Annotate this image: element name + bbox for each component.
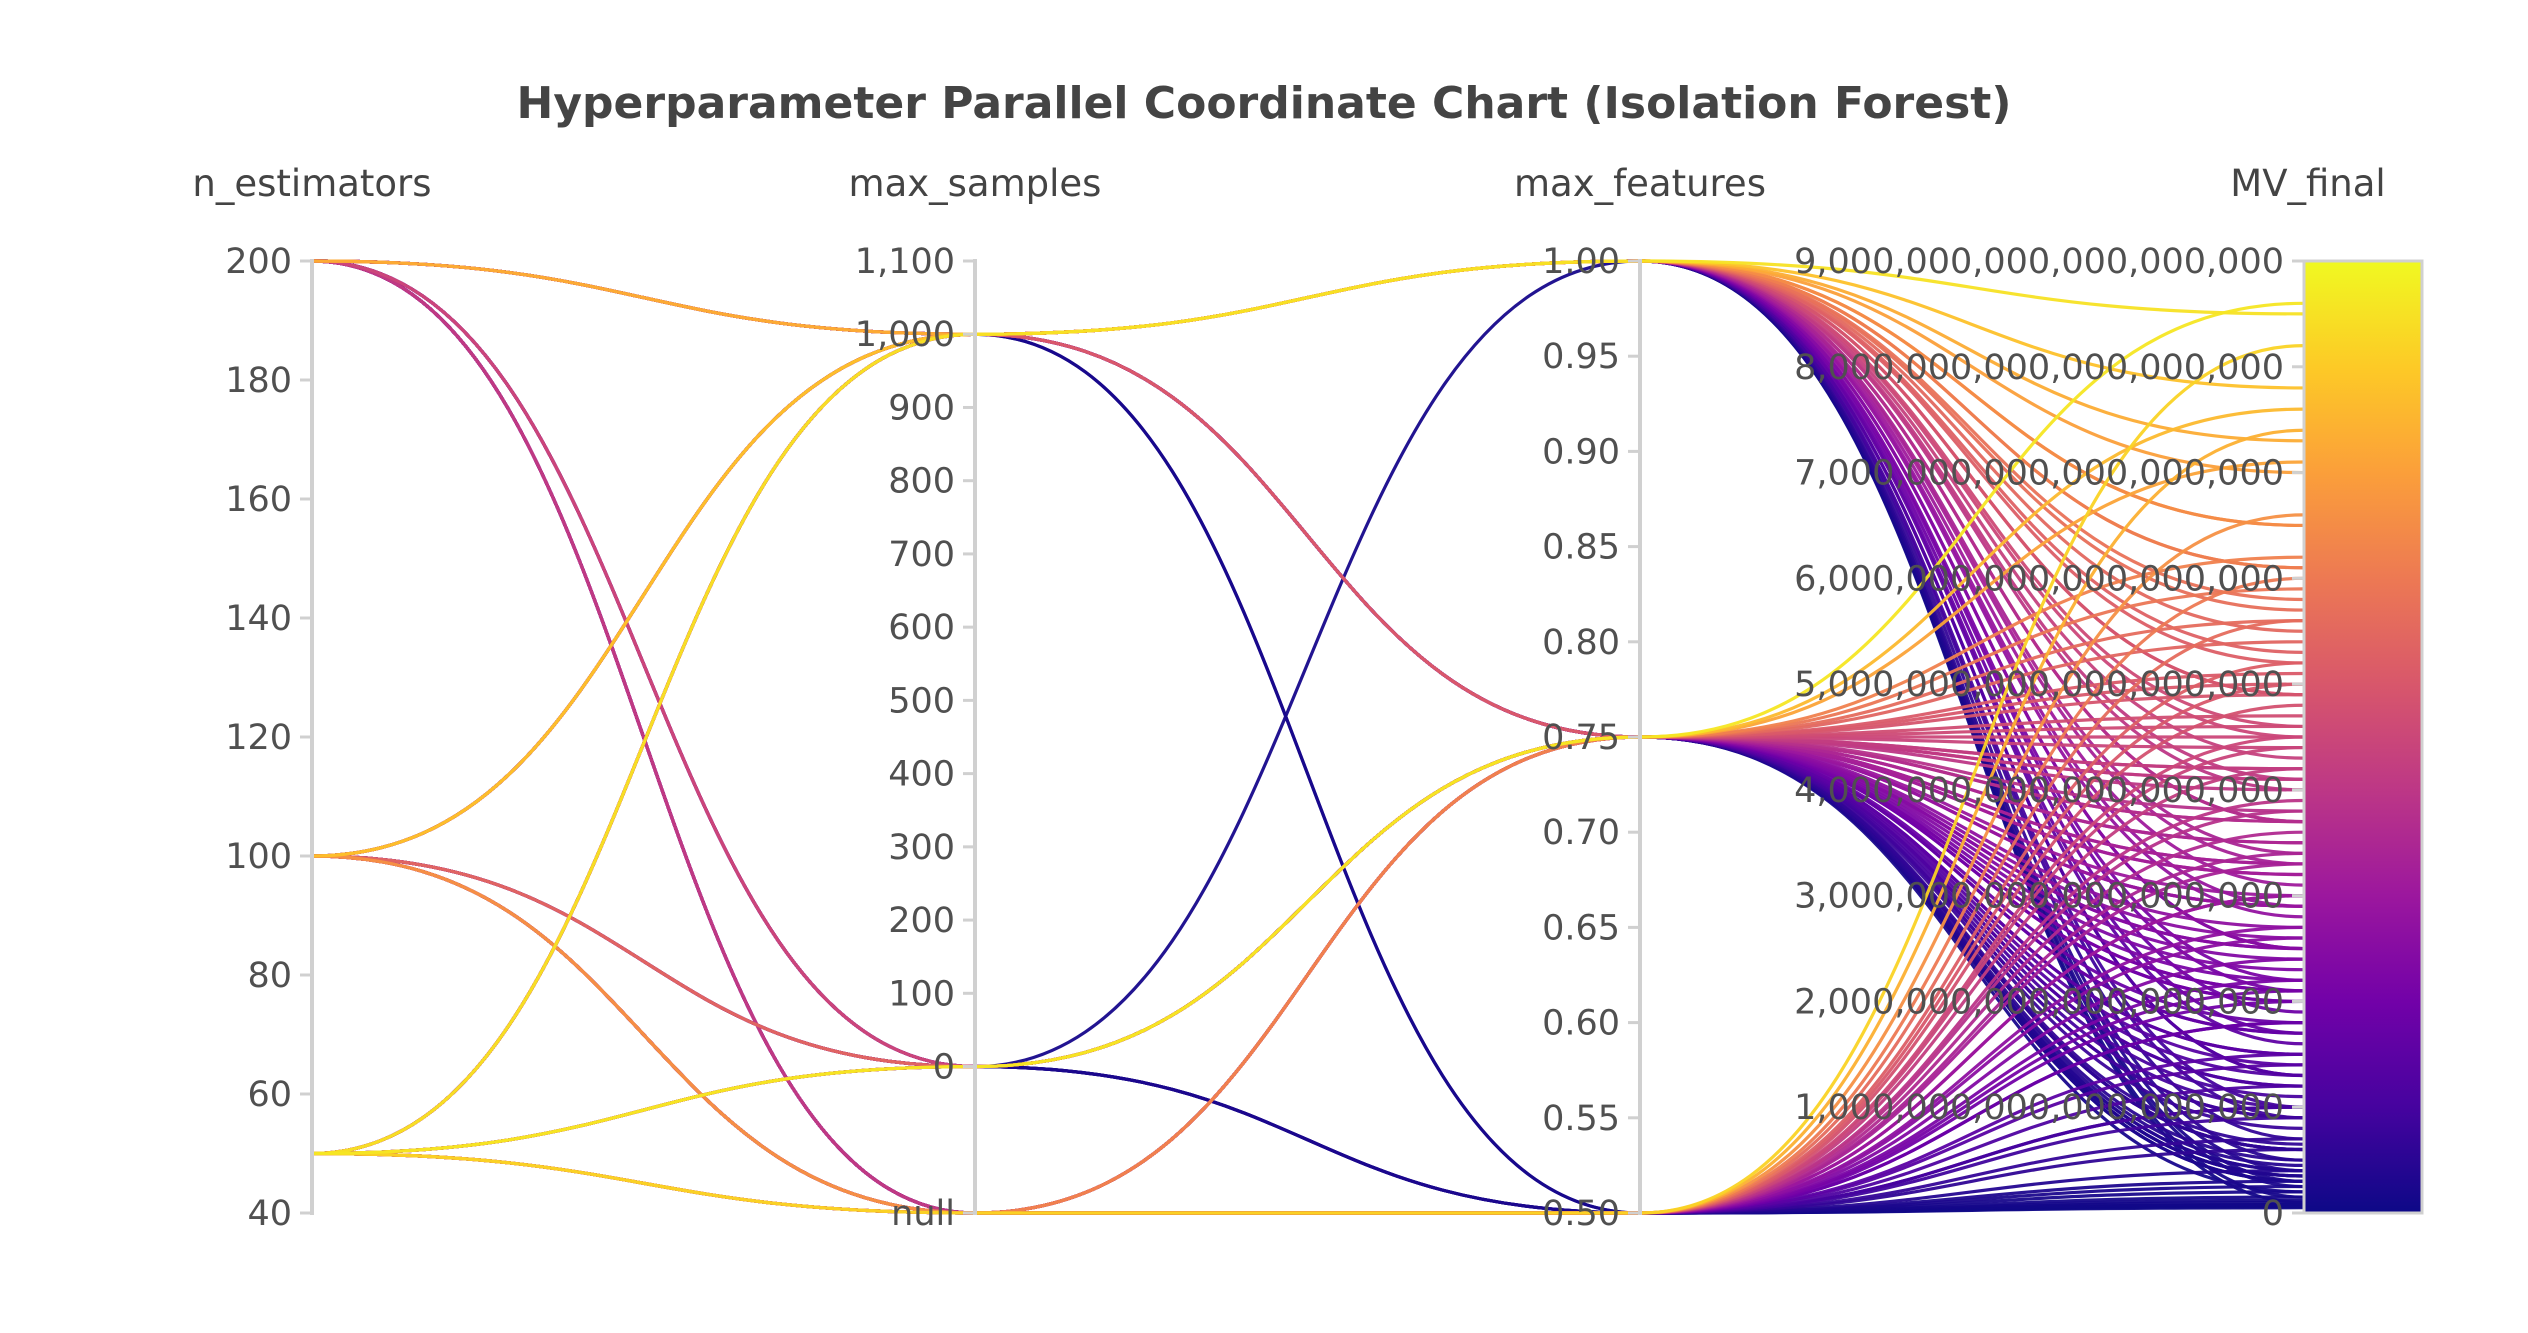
tick-label: 0.75 xyxy=(1542,718,1620,758)
axis-label: n_estimators xyxy=(192,162,431,205)
tick-label: 80 xyxy=(247,956,292,996)
tick-label: 100 xyxy=(888,974,955,1014)
tick-label: 2,000,000,000,000,000,000 xyxy=(1794,982,2284,1022)
tick-label: 700 xyxy=(888,535,955,575)
axis-n_estimators[interactable]: 40 60 80 100 120 140 160 180 200 n_estimators xyxy=(192,162,431,1234)
tick-label: 4,000,000,000,000,000,000 xyxy=(1794,771,2284,811)
axis-line xyxy=(973,259,977,1215)
axis-MV_final[interactable]: 0 1,000,000,000,000,000,000 2,000,000,000,… xyxy=(1794,162,2424,1234)
tick-label: 0.90 xyxy=(1542,432,1620,472)
axis-label: max_features xyxy=(1514,162,1766,205)
tick-label: 0.80 xyxy=(1542,623,1620,663)
tick-label: 1,000 xyxy=(855,315,955,355)
tick-label: 120 xyxy=(225,718,292,758)
polyline-row-82 xyxy=(311,344,2305,1215)
tick-label: 800 xyxy=(888,462,955,502)
tick-label: 200 xyxy=(225,242,292,282)
tick-label: 5,000,000,000,000,000,000 xyxy=(1794,665,2284,705)
tick-label: 180 xyxy=(225,361,292,401)
tick-label: 0.50 xyxy=(1542,1194,1620,1234)
tick-label: 900 xyxy=(888,388,955,428)
tick-label: null xyxy=(891,1194,955,1234)
tick-label: 40 xyxy=(247,1194,292,1234)
axis-label: max_samples xyxy=(849,162,1102,205)
tick-label: 0.70 xyxy=(1542,813,1620,853)
tick-label: 160 xyxy=(225,480,292,520)
chart-title: Hyperparameter Parallel Coordinate Chart… xyxy=(517,78,2012,129)
tick-label: 500 xyxy=(888,681,955,721)
tick-label: 3,000,000,000,000,000,000 xyxy=(1794,877,2284,917)
polyline-row-159 xyxy=(311,259,2305,1178)
axis-max_features[interactable]: 0.50 0.55 0.60 0.65 0.70 0.75 0.80 0.85 0.90 0.95… xyxy=(1514,162,1766,1234)
tick-label: 0.65 xyxy=(1542,908,1620,948)
tick-label: 7,000,000,000,000,000,000 xyxy=(1794,454,2284,494)
axis-label: MV_final xyxy=(2230,162,2385,205)
tick-label: 6,000,000,000,000,000,000 xyxy=(1794,559,2284,599)
tick-label: 100 xyxy=(225,837,292,877)
tick-label: 1,000,000,000,000,000,000 xyxy=(1794,1088,2284,1128)
tick-label: 0.60 xyxy=(1542,1004,1620,1044)
tick-label: 9,000,000,000,000,000,000 xyxy=(1794,242,2284,282)
tick-label: 8,000,000,000,000,000,000 xyxy=(1794,348,2284,388)
tick-label: 0 xyxy=(2262,1194,2284,1234)
tick-label: 1,100 xyxy=(855,242,955,282)
tick-label: 140 xyxy=(225,599,292,639)
tick-label: 0.55 xyxy=(1542,1099,1620,1139)
polyline-row-1 xyxy=(311,259,2305,1178)
polyline-row-37 xyxy=(311,259,2305,1173)
polylines-layer xyxy=(311,259,2305,1215)
tick-label: 200 xyxy=(888,901,955,941)
polyline-row-60 xyxy=(311,259,2305,1156)
tick-label: 60 xyxy=(247,1075,292,1115)
tick-label: 600 xyxy=(888,608,955,648)
polyline-row-30 xyxy=(311,301,2305,1156)
tick-label: 0 xyxy=(933,1048,955,1088)
tick-label: 400 xyxy=(888,755,955,795)
colorscale-bar xyxy=(2302,259,2424,1215)
axis-max_samples[interactable]: null 0 100 200 300 400 500 600 700 800 900 1,000 1,1… xyxy=(849,162,1102,1234)
tick-label: 0.85 xyxy=(1542,528,1620,568)
tick-label: 300 xyxy=(888,828,955,868)
tick-label: 0.95 xyxy=(1542,337,1620,377)
tick-label: 1.00 xyxy=(1542,242,1620,282)
axes-layer: 406080100120140160180200n_estimatorsnull… xyxy=(192,162,2424,1234)
